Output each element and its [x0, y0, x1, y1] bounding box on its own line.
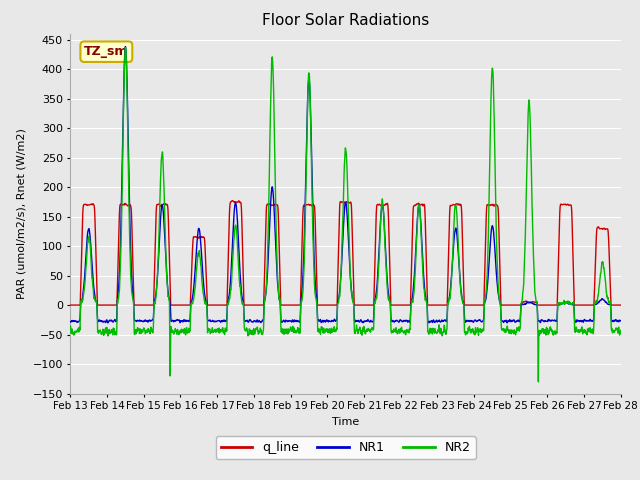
Legend: q_line, NR1, NR2: q_line, NR1, NR2 — [216, 436, 476, 459]
Title: Floor Solar Radiations: Floor Solar Radiations — [262, 13, 429, 28]
X-axis label: Time: Time — [332, 417, 359, 427]
Y-axis label: PAR (umol/m2/s), Rnet (W/m2): PAR (umol/m2/s), Rnet (W/m2) — [17, 128, 27, 299]
Text: TZ_sm: TZ_sm — [84, 45, 129, 58]
